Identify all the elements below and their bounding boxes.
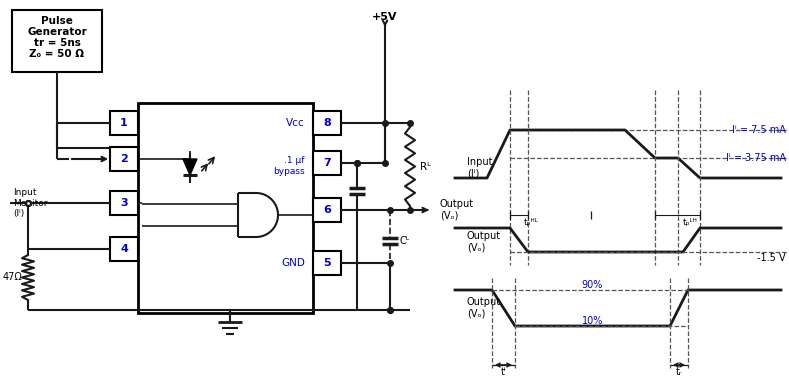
Text: 7: 7: [323, 158, 331, 168]
Text: Input
(Iⁱ): Input (Iⁱ): [467, 157, 492, 179]
Bar: [12, 10, 102, 72]
Bar: [110, 191, 138, 215]
Text: 5: 5: [323, 258, 331, 268]
Text: Iⁱ = 3.75 mA: Iⁱ = 3.75 mA: [726, 153, 786, 163]
Polygon shape: [183, 159, 197, 175]
Text: +5V: +5V: [372, 12, 398, 22]
Text: Rᴸ: Rᴸ: [420, 162, 431, 172]
Text: 47Ω: 47Ω: [2, 273, 22, 283]
Text: 4: 4: [120, 244, 128, 254]
Text: .1 μf
bypass: .1 μf bypass: [273, 156, 305, 176]
Text: Pulse: Pulse: [41, 16, 73, 26]
Text: Vᴄᴄ: Vᴄᴄ: [286, 118, 305, 128]
Bar: [313, 198, 341, 222]
Text: Output
(Vₒ): Output (Vₒ): [440, 199, 474, 221]
Text: GND: GND: [281, 258, 305, 268]
Text: tₚᴴᴸ: tₚᴴᴸ: [524, 218, 539, 227]
Text: 2: 2: [120, 154, 128, 164]
Text: Cᴸ: Cᴸ: [400, 236, 410, 246]
Text: tr = 5ns: tr = 5ns: [34, 38, 80, 48]
Text: tₚᴸᴴ: tₚᴸᴴ: [682, 218, 697, 227]
Bar: [110, 237, 138, 261]
Text: tᵣ: tᵣ: [676, 367, 682, 377]
Text: Input
Monitor
(Iⁱ): Input Monitor (Iⁱ): [13, 188, 47, 218]
Text: 3: 3: [120, 198, 128, 208]
Text: Z₀ = 50 Ω: Z₀ = 50 Ω: [29, 49, 84, 59]
Text: -1.5 V: -1.5 V: [757, 253, 786, 263]
Bar: [110, 111, 138, 135]
Text: Iⁱ = 7.5 mA: Iⁱ = 7.5 mA: [732, 125, 786, 135]
Text: tⁱ: tⁱ: [501, 367, 507, 377]
Text: 8: 8: [323, 118, 331, 128]
Bar: [138, 103, 313, 313]
Text: Output
(Vₒ): Output (Vₒ): [467, 231, 501, 253]
Text: Output
(Vₒ): Output (Vₒ): [467, 297, 501, 319]
Text: Generator: Generator: [27, 27, 87, 37]
Text: 6: 6: [323, 205, 331, 215]
Text: 10%: 10%: [581, 316, 603, 326]
Bar: [313, 251, 341, 275]
Text: 1: 1: [120, 118, 128, 128]
Bar: [313, 151, 341, 175]
Text: 90%: 90%: [581, 280, 603, 290]
Bar: [313, 111, 341, 135]
Bar: [110, 147, 138, 171]
